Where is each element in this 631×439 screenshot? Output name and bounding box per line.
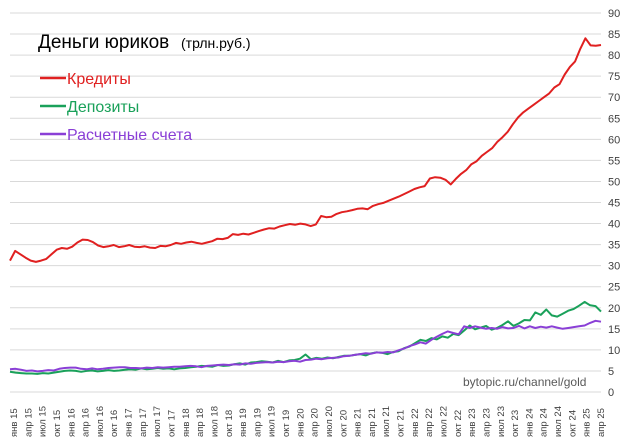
x-tick-label: янв 19 [238, 408, 249, 437]
x-tick-label: янв 23 [467, 408, 478, 437]
x-tick-label: окт 16 [109, 410, 120, 437]
x-tick-label: апр 19 [252, 408, 263, 437]
x-tick-label: апр 25 [596, 408, 607, 437]
x-tick-label: янв 17 [124, 408, 135, 437]
x-tick-label: окт 19 [281, 410, 292, 437]
y-tick-label: 25 [608, 282, 620, 294]
x-tick-label: янв 24 [524, 408, 535, 437]
x-tick-label: окт 18 [224, 410, 235, 437]
credits-line [9, 37, 602, 263]
x-tick-label: янв 25 [582, 408, 593, 437]
y-tick-label: 70 [608, 92, 620, 104]
y-tick-label: 65 [608, 113, 620, 125]
y-tick-label: 20 [608, 303, 620, 315]
y-tick-label: 50 [608, 176, 620, 188]
x-tick-label: апр 20 [310, 408, 321, 437]
x-tick-label: окт 15 [52, 410, 63, 437]
x-tick-label: апр 24 [539, 408, 550, 437]
x-tick-label: апр 23 [481, 408, 492, 437]
y-tick-label: 60 [608, 134, 620, 146]
y-axis-ticks: 0 5 10 15 20 25 30 35 40 45 50 55 60 65 70 75 80 85 90 [608, 8, 620, 399]
x-tick-label: июл 22 [439, 406, 450, 437]
chart-title: Деньги юриков [38, 32, 169, 53]
x-tick-label: июл 19 [267, 406, 278, 437]
x-tick-label: янв 20 [295, 408, 306, 437]
y-tick-label: 45 [608, 198, 620, 210]
x-tick-label: апр 15 [23, 408, 34, 437]
watermark: bytopic.ru/channel/gold [463, 375, 586, 389]
x-tick-label: янв 16 [66, 408, 77, 437]
x-tick-label: окт 22 [453, 410, 464, 437]
y-tick-label: 80 [608, 50, 620, 62]
y-tick-label: 90 [608, 8, 620, 20]
x-tick-label: окт 20 [338, 410, 349, 437]
deposits-line [9, 300, 602, 375]
series-lines [9, 37, 602, 375]
y-tick-label: 5 [608, 366, 614, 378]
y-tick-label: 30 [608, 261, 620, 273]
settlement-accounts-line [9, 319, 602, 373]
x-tick-label: июл 21 [381, 406, 392, 437]
legend-label-credits: Кредиты [67, 71, 131, 88]
x-tick-label: июл 16 [95, 406, 106, 437]
y-tick-label: 35 [608, 240, 620, 252]
y-tick-label: 85 [608, 29, 620, 41]
chart-subtitle: (трлн.руб.) [181, 35, 251, 51]
x-tick-label: апр 17 [138, 408, 149, 437]
x-tick-label: апр 21 [367, 408, 378, 437]
y-tick-label: 40 [608, 219, 620, 231]
gridlines [10, 12, 601, 393]
x-tick-label: июл 17 [152, 406, 163, 437]
x-tick-label: окт 17 [166, 410, 177, 437]
x-tick-label: июл 18 [209, 406, 220, 437]
x-tick-label: июл 24 [553, 406, 564, 437]
x-axis-ticks: янв 15 апр 15 июл 15 окт 15 янв 16 апр 16 июл … [9, 406, 607, 437]
x-tick-label: апр 18 [195, 408, 206, 437]
x-tick-label: июл 20 [324, 406, 335, 437]
y-tick-label: 75 [608, 71, 620, 83]
x-tick-label: апр 16 [81, 408, 92, 437]
x-tick-label: янв 21 [353, 408, 364, 437]
x-tick-label: янв 15 [9, 408, 20, 437]
x-tick-label: окт 21 [396, 410, 407, 437]
x-tick-label: окт 24 [567, 410, 578, 437]
x-tick-label: июл 15 [38, 406, 49, 437]
legend-label-settlement-accounts: Расчетные счета [67, 127, 192, 144]
legend-label-deposits: Депозиты [67, 99, 139, 116]
y-tick-label: 0 [608, 387, 614, 399]
x-tick-label: июл 23 [496, 406, 507, 437]
y-tick-label: 15 [608, 324, 620, 336]
x-tick-label: апр 22 [424, 408, 435, 437]
y-tick-label: 55 [608, 155, 620, 167]
legend: Кредиты Депозиты Расчетные счета [40, 71, 192, 144]
x-tick-label: янв 18 [181, 408, 192, 437]
y-tick-label: 10 [608, 345, 620, 357]
x-tick-label: окт 23 [510, 410, 521, 437]
x-tick-label: янв 22 [410, 408, 421, 437]
